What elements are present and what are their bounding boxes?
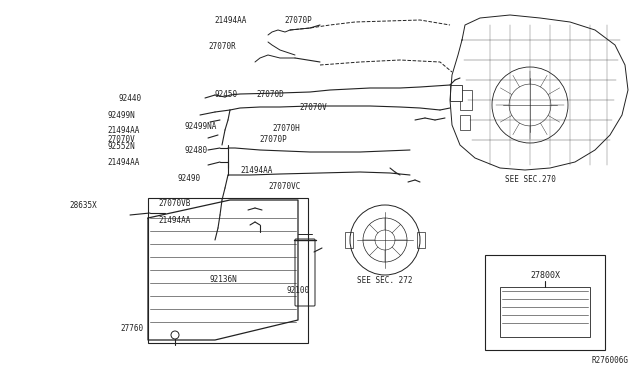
Text: 92480: 92480 [184,146,207,155]
Text: 21494AA: 21494AA [108,158,140,167]
Text: 92440: 92440 [118,94,141,103]
Text: 27800X: 27800X [530,270,560,279]
Bar [148,198,308,343]
Text: 27760: 27760 [120,324,143,333]
Text: 27070P: 27070P [285,16,312,25]
Text: 28635X: 28635X [69,201,97,210]
Bar [417,232,425,248]
Bar [345,232,353,248]
Bar [500,287,590,337]
Text: 92499NA: 92499NA [184,122,217,131]
Text: R276006G: R276006G [591,356,628,365]
Text: 21494AA: 21494AA [159,216,191,225]
Text: 92552N: 92552N [108,142,135,151]
Text: 92100: 92100 [287,286,310,295]
Bar [460,90,472,110]
Bar [485,255,605,350]
Text: SEE SEC.270: SEE SEC.270 [504,175,556,184]
Text: 92499N: 92499N [108,111,135,120]
Text: 27070P: 27070P [259,135,287,144]
Text: 92136N: 92136N [210,275,237,284]
Text: 27070D: 27070D [256,90,284,99]
Text: 21494AA: 21494AA [240,166,273,175]
Text: 21494AA: 21494AA [214,16,247,25]
Bar [460,115,470,130]
Text: 27070V: 27070V [108,135,135,144]
Text: 27070V: 27070V [300,103,327,112]
Text: 21494AA: 21494AA [108,126,140,135]
Text: 27070VC: 27070VC [269,182,301,191]
Text: 27070R: 27070R [208,42,236,51]
Text: 92490: 92490 [177,174,200,183]
Text: 27070VB: 27070VB [159,199,191,208]
Text: 27070H: 27070H [272,124,300,133]
Text: SEE SEC. 272: SEE SEC. 272 [357,276,413,285]
Bar [450,85,462,101]
Text: 92450: 92450 [214,90,237,99]
